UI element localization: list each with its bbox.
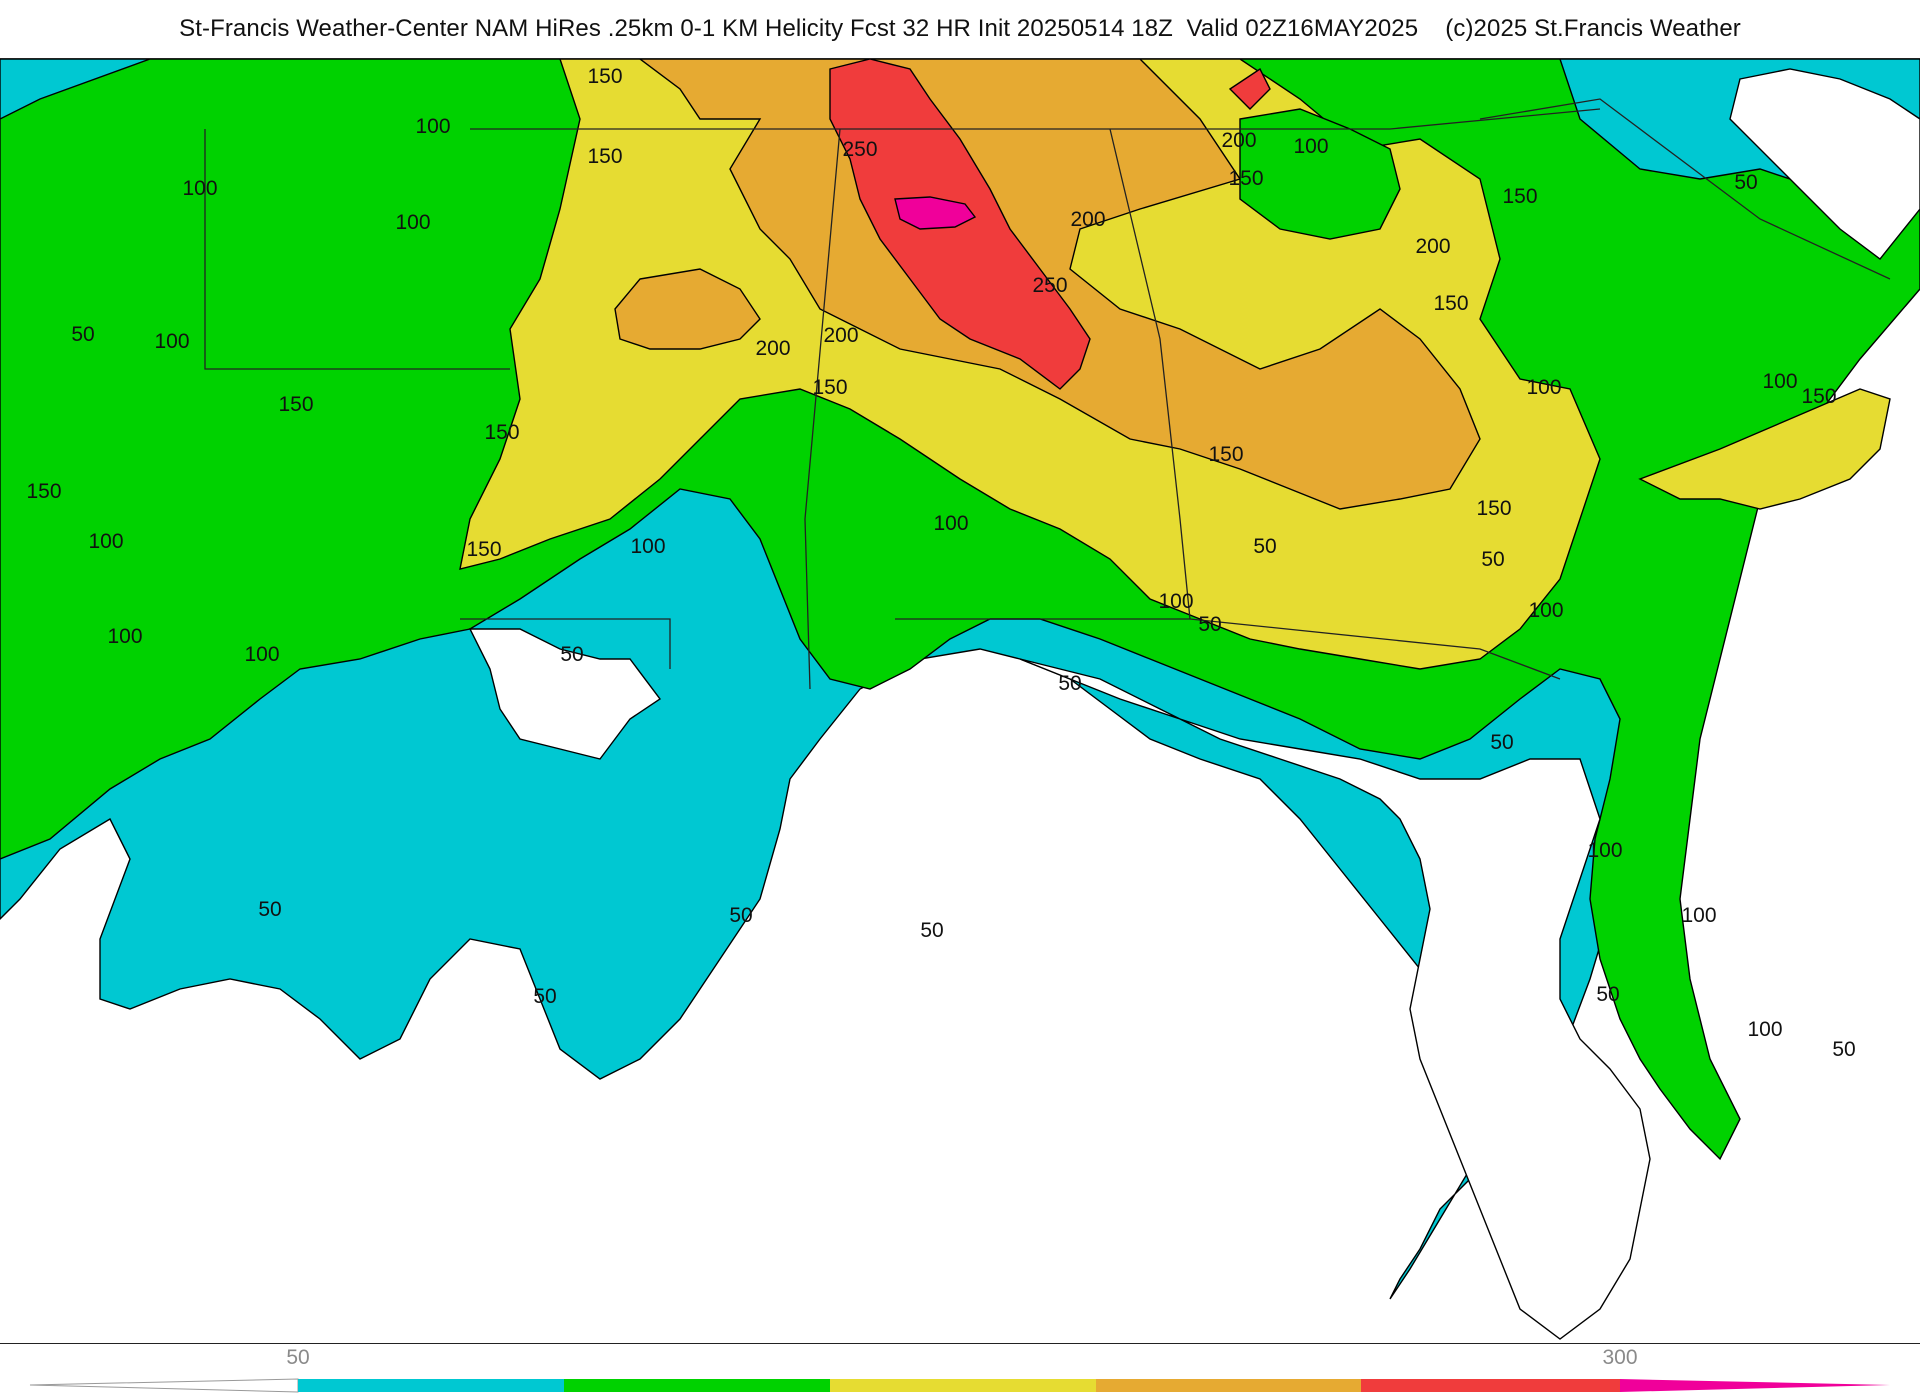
legend-colorbar xyxy=(29,1378,1890,1393)
helicity-map xyxy=(0,59,1920,1343)
legend-swatch-100-150 xyxy=(564,1379,830,1392)
contour-label: 150 xyxy=(26,480,61,503)
contour-label: 250 xyxy=(842,138,877,161)
legend-swatch-250-300 xyxy=(1361,1379,1620,1392)
helicity-area-200-250 xyxy=(638,59,1481,510)
contour-label: 100 xyxy=(1681,904,1716,927)
contour-label: 150 xyxy=(1801,385,1836,408)
contour-label: 200 xyxy=(755,337,790,360)
contour-label: 100 xyxy=(1158,590,1193,613)
contour-label: 100 xyxy=(630,535,665,558)
contour-label: 50 xyxy=(1596,983,1619,1006)
contour-label: 200 xyxy=(1415,235,1450,258)
contour-label: 150 xyxy=(1433,292,1468,315)
helicity-area-below-50 xyxy=(468,628,662,760)
contour-label: 50 xyxy=(258,898,281,921)
legend-swatch-150-200 xyxy=(830,1379,1096,1392)
contour-label: 150 xyxy=(1208,443,1243,466)
helicity-area-200-250 xyxy=(614,268,761,350)
contour-label: 50 xyxy=(1490,731,1513,754)
helicity-area-100-150 xyxy=(1239,108,1401,240)
contour-label: 50 xyxy=(560,643,583,666)
contour-label: 150 xyxy=(812,376,847,399)
legend-tick-min: 50 xyxy=(286,1346,310,1369)
contour-label: 150 xyxy=(1228,167,1263,190)
contour-label: 100 xyxy=(1528,599,1563,622)
page-title: St-Francis Weather-Center NAM HiRes .25k… xyxy=(179,15,1741,42)
contour-label: 100 xyxy=(107,625,142,648)
contour-label: 50 xyxy=(1198,613,1221,636)
contour-label: 50 xyxy=(920,919,943,942)
contour-label: 50 xyxy=(1058,672,1081,695)
contour-label: 150 xyxy=(587,65,622,88)
contour-label: 100 xyxy=(244,643,279,666)
contour-label: 50 xyxy=(1253,535,1276,558)
color-legend: 50 300 xyxy=(0,1344,1920,1400)
contour-label: 100 xyxy=(415,115,450,138)
contour-label: 200 xyxy=(1221,129,1256,152)
contour-label: 150 xyxy=(1476,497,1511,520)
contour-label: 200 xyxy=(823,324,858,347)
map-panel: 100 150 100 100 50 100 150 150 150 100 150 150 100 10… xyxy=(0,58,1920,1344)
helicity-area-250-300 xyxy=(1228,67,1271,110)
helicity-area-150-200 xyxy=(1638,388,1891,510)
contour-label: 100 xyxy=(154,330,189,353)
legend-arrow-max xyxy=(1620,1379,1890,1392)
contour-label: 100 xyxy=(1747,1018,1782,1041)
contour-label: 50 xyxy=(729,904,752,927)
contour-label: 100 xyxy=(1293,135,1328,158)
contour-label: 100 xyxy=(1526,376,1561,399)
legend-swatch-200-250 xyxy=(1096,1379,1361,1392)
helicity-area-300-plus xyxy=(894,196,977,230)
contour-label: 100 xyxy=(1762,370,1797,393)
legend-arrow-min xyxy=(29,1378,299,1393)
helicity-area-below-50 xyxy=(1019,658,1651,1340)
contour-label: 150 xyxy=(278,393,313,416)
contour-label: 100 xyxy=(88,530,123,553)
contour-label: 50 xyxy=(71,323,94,346)
contour-label: 150 xyxy=(587,145,622,168)
contour-label: 200 xyxy=(1070,208,1105,231)
helicity-area-below-50 xyxy=(1729,68,1920,260)
legend-swatch-50-100 xyxy=(298,1379,564,1392)
contour-label: 100 xyxy=(182,177,217,200)
contour-label: 100 xyxy=(933,512,968,535)
contour-label: 50 xyxy=(533,985,556,1008)
title-bar: St-Francis Weather-Center NAM HiRes .25k… xyxy=(0,0,1920,58)
contour-label: 50 xyxy=(1734,171,1757,194)
contour-label: 250 xyxy=(1032,274,1067,297)
legend-tick-max: 300 xyxy=(1602,1346,1638,1369)
contour-label: 150 xyxy=(1502,185,1537,208)
contour-label: 150 xyxy=(466,538,501,561)
contour-label: 50 xyxy=(1481,548,1504,571)
contour-label: 100 xyxy=(1587,839,1622,862)
state-borders xyxy=(204,98,1891,690)
contour-label: 100 xyxy=(395,211,430,234)
contour-label: 50 xyxy=(1832,1038,1855,1061)
contour-label: 150 xyxy=(484,421,519,444)
